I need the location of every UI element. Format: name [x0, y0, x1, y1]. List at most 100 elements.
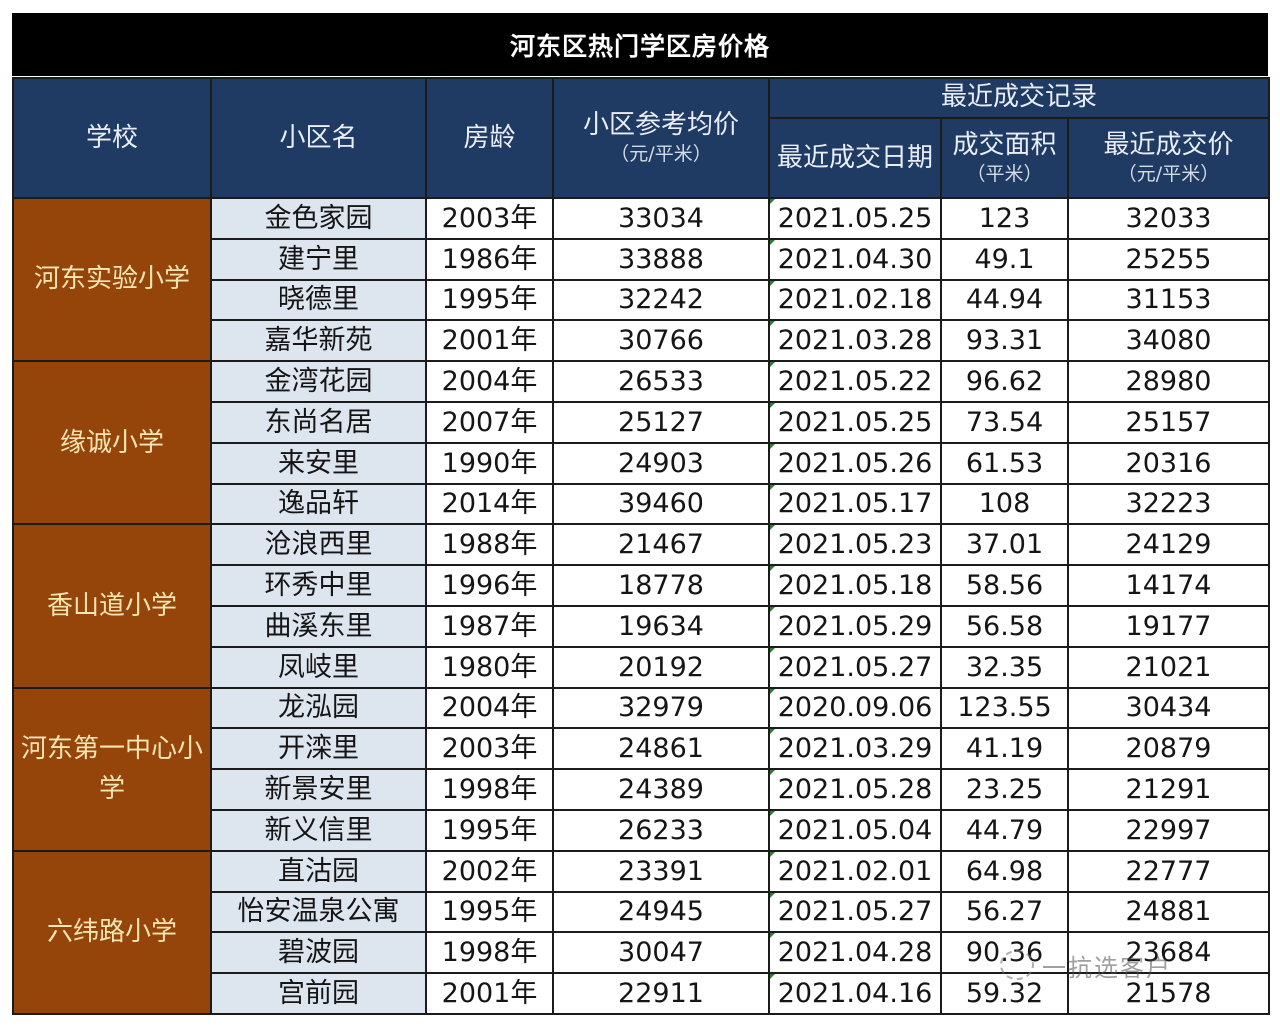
recent-date-cell: 2020.09.06	[768, 686, 942, 730]
table-body: 河东实验小学 金色家园 2003年 33034 2021.05.25 123 32033 建宁…	[12, 196, 1270, 1015]
recent-date-cell: 2021.05.04	[768, 808, 942, 852]
recent-area-cell: 58.56	[940, 564, 1069, 607]
age-cell: 1995年	[425, 808, 554, 852]
avg-price-cell: 33888	[552, 237, 770, 281]
header-recent-group: 最近成交记录	[768, 77, 1270, 119]
recent-price-cell: 24129	[1067, 523, 1270, 567]
recent-price-cell: 25157	[1067, 400, 1270, 444]
avg-price-cell: 18778	[552, 564, 770, 607]
table-row: 六纬路小学 直沽园 2002年 23391 2021.02.01 64.98 22777	[12, 849, 1270, 1015]
community-cell: 怡安温泉公寓	[210, 890, 427, 934]
recent-date-cell: 2021.05.22	[768, 360, 942, 403]
community-cell: 金湾花园	[210, 360, 427, 403]
recent-area-cell: 90.36	[940, 931, 1069, 975]
age-cell: 2004年	[425, 686, 554, 730]
header-avg-price-unit: （元/平米）	[610, 143, 712, 166]
community-cell: 曲溪东里	[210, 604, 427, 648]
recent-area-cell: 61.53	[940, 441, 1069, 485]
avg-price-cell: 30047	[552, 931, 770, 975]
recent-date-cell: 2021.03.29	[768, 727, 942, 771]
recent-date-cell: 2021.05.18	[768, 564, 942, 607]
age-cell: 2003年	[425, 727, 554, 771]
table-row: 新景安里 1998年 24389 2021.05.28 23.25 21291	[13, 768, 1270, 811]
community-cell: 金色家园	[210, 197, 427, 240]
age-cell: 1998年	[425, 768, 554, 811]
community-cell: 龙泓园	[210, 686, 427, 730]
avg-price-cell: 24861	[552, 727, 770, 771]
avg-price-cell: 23391	[552, 849, 770, 893]
recent-price-cell: 19177	[1067, 604, 1270, 648]
table-row: 河东实验小学 金色家园 2003年 33034 2021.05.25 123 32033	[12, 196, 1270, 363]
recent-date-cell: 2021.05.25	[768, 400, 942, 444]
recent-area-cell: 44.94	[940, 278, 1069, 322]
recent-area-cell: 56.58	[940, 604, 1069, 648]
table-row: 缘诚小学 金湾花园 2004年 26533 2021.05.22 96.62 28980	[12, 360, 1270, 526]
avg-price-cell: 33034	[552, 197, 770, 240]
recent-area-cell: 64.98	[940, 849, 1069, 893]
community-cell: 嘉华新苑	[210, 319, 427, 363]
recent-price-cell: 31153	[1067, 278, 1270, 322]
avg-price-cell: 30766	[552, 319, 770, 363]
age-cell: 2003年	[425, 197, 554, 240]
recent-area-cell: 44.79	[940, 808, 1069, 852]
age-cell: 2014年	[425, 482, 554, 526]
table-row: 香山道小学 沧浪西里 1988年 21467 2021.05.23 37.01 24129	[12, 523, 1270, 689]
school-cell: 缘诚小学	[12, 360, 212, 526]
header-recent-area-label: 成交面积	[952, 129, 1057, 160]
header-recent-area-unit: （平米）	[966, 163, 1043, 186]
avg-price-cell: 32242	[552, 278, 770, 322]
recent-area-cell: 32.35	[940, 645, 1069, 689]
header-recent-price: 最近成交价 （元/平米）	[1067, 117, 1270, 199]
recent-price-cell: 20316	[1067, 441, 1270, 485]
recent-area-cell: 59.32	[940, 972, 1069, 1015]
header-recent-price-label: 最近成交价	[1103, 129, 1234, 160]
recent-date-cell: 2021.05.25	[768, 197, 942, 240]
header-recent-area: 成交面积 （平米）	[940, 117, 1069, 199]
recent-price-cell: 21021	[1067, 645, 1270, 689]
avg-price-cell: 26533	[552, 360, 770, 403]
age-cell: 1987年	[425, 604, 554, 648]
table-row: 逸品轩 2014年 39460 2021.05.17 108 32223	[13, 482, 1270, 526]
recent-area-cell: 93.31	[940, 319, 1069, 363]
header-avg-price-label: 小区参考均价	[582, 109, 739, 140]
recent-area-cell: 96.62	[940, 360, 1069, 403]
community-cell: 新义信里	[210, 808, 427, 852]
recent-price-cell: 22777	[1067, 849, 1270, 893]
recent-price-cell: 20879	[1067, 727, 1270, 771]
community-cell: 碧波园	[210, 931, 427, 975]
header-avg-price: 小区参考均价 （元/平米）	[552, 77, 770, 199]
age-cell: 1996年	[425, 564, 554, 607]
recent-date-cell: 2021.05.27	[768, 890, 942, 934]
recent-area-cell: 108	[940, 482, 1069, 526]
table-row: 来安里 1990年 24903 2021.05.26 61.53 20316	[13, 441, 1270, 485]
recent-area-cell: 49.1	[940, 237, 1069, 281]
recent-date-cell: 2021.05.26	[768, 441, 942, 485]
community-cell: 沧浪西里	[210, 523, 427, 567]
recent-area-cell: 23.25	[940, 768, 1069, 811]
recent-price-cell: 34080	[1067, 319, 1270, 363]
header-age: 房龄	[425, 77, 554, 199]
age-cell: 2001年	[425, 972, 554, 1015]
age-cell: 1995年	[425, 890, 554, 934]
table-row: 凤岐里 1980年 20192 2021.05.27 32.35 21021	[13, 645, 1270, 689]
recent-date-cell: 2021.05.27	[768, 645, 942, 689]
age-cell: 1986年	[425, 237, 554, 281]
header-community: 小区名	[210, 77, 427, 199]
recent-area-cell: 37.01	[940, 523, 1069, 567]
school-cell: 河东第一中心小学	[12, 686, 212, 852]
recent-price-cell: 14174	[1067, 564, 1270, 607]
recent-price-cell: 25255	[1067, 237, 1270, 281]
recent-date-cell: 2021.05.29	[768, 604, 942, 648]
recent-price-cell: 30434	[1067, 686, 1270, 730]
recent-price-cell: 32033	[1067, 197, 1270, 240]
community-cell: 晓德里	[210, 278, 427, 322]
avg-price-cell: 26233	[552, 808, 770, 852]
avg-price-cell: 22911	[552, 972, 770, 1015]
table-title: 河东区热门学区房价格	[12, 13, 1268, 76]
table-row: 嘉华新苑 2001年 30766 2021.03.28 93.31 34080	[13, 319, 1270, 363]
community-cell: 直沽园	[210, 849, 427, 893]
recent-date-cell: 2021.05.17	[768, 482, 942, 526]
table-row: 怡安温泉公寓 1995年 24945 2021.05.27 56.27 24881	[13, 890, 1270, 934]
age-cell: 2002年	[425, 849, 554, 893]
table-row: 东尚名居 2007年 25127 2021.05.25 73.54 25157	[13, 400, 1270, 444]
